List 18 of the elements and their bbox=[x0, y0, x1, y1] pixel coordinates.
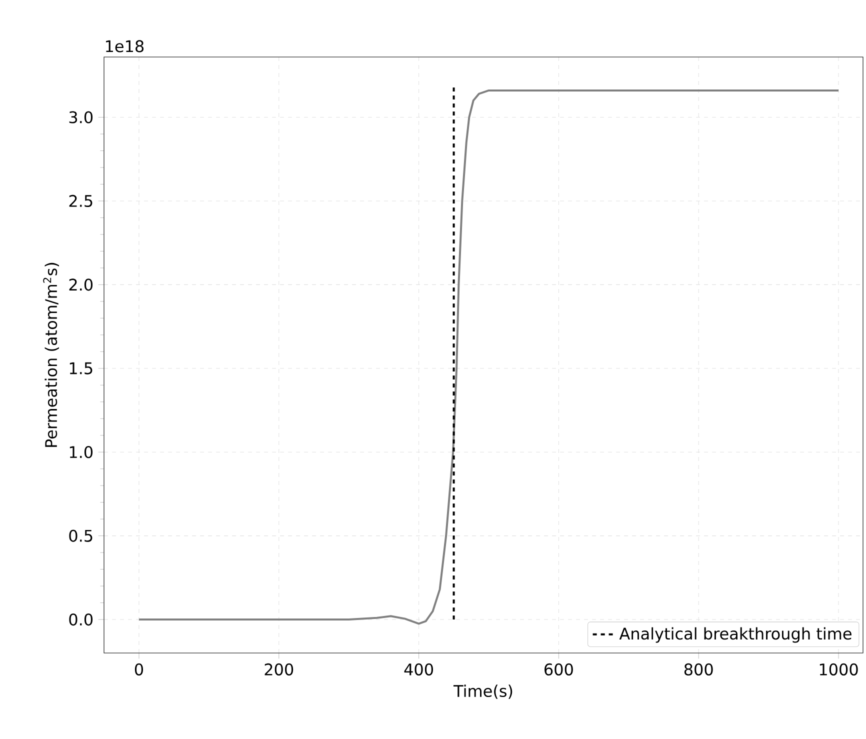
x-tick-label: 1000 bbox=[820, 663, 858, 676]
x-axis-title: Time(s) bbox=[453, 684, 512, 699]
x-tick-label: 800 bbox=[684, 663, 713, 676]
y-tick-label: 0.5 bbox=[69, 530, 92, 542]
text: 1e18 bbox=[106, 40, 144, 52]
y-tick-label: 2.5 bbox=[69, 194, 92, 208]
line-series bbox=[138, 89, 840, 625]
x-tick-label: 200 bbox=[264, 663, 294, 676]
y-tick-label: 3.0 bbox=[69, 111, 93, 124]
y-axis-title: Permeation (atom/m$^{2}$s) bbox=[43, 262, 60, 447]
legend-label: Analytical breakthrough time bbox=[619, 627, 852, 643]
y-tick-label: 2.0 bbox=[69, 278, 93, 291]
y-tick-label: 0.0 bbox=[69, 613, 93, 626]
y-tick-label: 1.0 bbox=[70, 446, 93, 458]
y-tick-label: 1.5 bbox=[70, 362, 92, 374]
x-tick-label: 400 bbox=[404, 663, 433, 676]
x-tick-label: 600 bbox=[544, 663, 573, 676]
x-tick-label: 0 bbox=[134, 663, 144, 676]
